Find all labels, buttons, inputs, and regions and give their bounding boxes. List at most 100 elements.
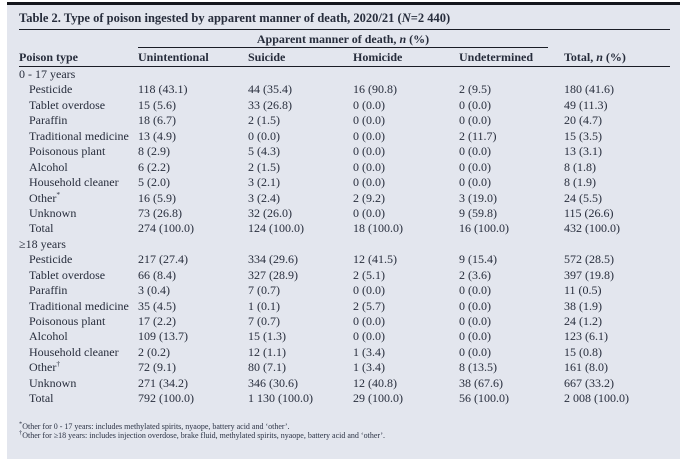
table-row: Traditional medicine 35 (4.5) 1 (0.1) 2 (5.… [19,299,670,314]
unintentional-cell: 8 (2.9) [138,144,170,159]
undetermined-cell: 0 (0.0) [459,144,491,159]
poison-type-cell: Traditional medicine [29,298,129,313]
unintentional-cell: 18 (6.7) [138,113,176,128]
suicide-cell: 2 (1.5) [248,159,280,174]
footnote-dagger-text: Other for ≥18 years: includes injection … [22,431,385,441]
homicide-cell: 1 (3.4) [353,344,385,359]
undetermined-cell: 9 (15.4) [459,252,497,267]
unintentional-cell: 271 (34.2) [138,375,188,390]
undetermined-cell: 16 (100.0) [459,221,509,236]
suicide-cell: 3 (2.1) [248,175,280,190]
homicide-cell: 1 (3.4) [353,360,385,375]
suicide-cell: 124 (100.0) [248,221,304,236]
poison-type-cell: Traditional medicine [29,128,129,143]
column-header-row: Poison type Unintentional Suicide Homici… [19,48,670,67]
total-cell: 123 (6.1) [564,329,608,344]
column-group-header-row: Apparent manner of death, n (%) [19,30,670,48]
undetermined-cell: 9 (59.8) [459,205,497,220]
footnote-asterisk-text: Other for 0 - 17 years: includes methyla… [22,421,290,431]
undetermined-cell: 0 (0.0) [459,314,491,328]
table-row: Traditional medicine 13 (4.9) 0 (0.0) 0 (0.… [19,129,670,144]
column-header-total-text: Total, [564,50,597,64]
total-cell: 24 (5.5) [564,190,602,205]
poison-type-cell: Pesticide [29,82,73,97]
poison-type-cell: Paraffin [29,283,68,298]
unintentional-cell: 72 (9.1) [138,360,176,375]
suicide-cell: 2 (1.5) [248,113,280,128]
column-header-poison-type: Poison type [19,50,79,64]
footnote-asterisk: *Other for 0 - 17 years: includes methyl… [19,419,670,432]
table-row: Poisonous plant 17 (2.2) 7 (0.7) 0 (0.0) 0 (… [19,314,670,329]
table-row: Paraffin 18 (6.7) 2 (1.5) 0 (0.0) 0 (0.0) 20 … [19,113,670,128]
unintentional-cell: 109 (13.7) [138,329,188,344]
total-cell: 49 (11.3) [564,97,608,112]
poison-type-cell: Tablet overdose [29,267,106,282]
total-cell: 180 (41.6) [564,82,614,97]
table-row: Other† 72 (9.1) 80 (7.1) 1 (3.4) 8 (13.5) 161… [19,360,670,375]
table-title-text: Table 2. Type of poison ingested by appa… [19,11,402,25]
homicide-cell: 0 (0.0) [353,314,385,328]
column-header-total-n-symbol: n [596,50,603,64]
homicide-cell: 0 (0.0) [353,205,385,220]
homicide-cell: 18 (100.0) [353,221,403,236]
total-cell: 115 (26.6) [564,205,614,220]
homicide-cell: 12 (40.8) [353,375,397,390]
suicide-cell: 15 (1.3) [248,329,286,344]
homicide-cell: 12 (41.5) [353,252,397,267]
homicide-cell: 0 (0.0) [353,97,385,112]
unintentional-cell: 16 (5.9) [138,190,176,205]
undetermined-cell: 56 (100.0) [459,391,509,406]
undetermined-cell: 0 (0.0) [459,344,491,359]
homicide-cell: 0 (0.0) [353,159,385,174]
undetermined-cell: 0 (0.0) [459,113,491,128]
total-cell: 8 (1.9) [564,175,596,190]
unintentional-cell: 15 (5.6) [138,97,176,112]
suicide-cell: 1 (0.1) [248,298,280,313]
suicide-cell: 44 (35.4) [248,82,292,97]
column-header-homicide: Homicide [353,50,403,64]
unintentional-cell: 5 (2.0) [138,175,170,190]
table-title: Table 2. Type of poison ingested by appa… [19,10,670,30]
poison-type-cell: Total [29,221,54,236]
table-row: Alcohol 109 (13.7) 15 (1.3) 0 (0.0) 0 (0.0) 1… [19,329,670,344]
poison-type-cell: Tablet overdose [29,97,106,112]
section-header: 0 - 17 years [19,67,76,81]
column-header-undetermined: Undetermined [459,50,533,64]
suicide-cell: 5 (4.3) [248,144,280,159]
poison-type-cell: Unknown [29,375,77,390]
undetermined-cell: 0 (0.0) [459,298,491,313]
column-header-suicide: Suicide [248,50,286,64]
table-row: Paraffin 3 (0.4) 7 (0.7) 0 (0.0) 0 (0.0) 11 (… [19,283,670,298]
undetermined-cell: 2 (3.6) [459,267,491,282]
table-row: Unknown 271 (34.2) 346 (30.6) 12 (40.8) 38 (… [19,376,670,391]
undetermined-cell: 0 (0.0) [459,283,491,298]
suicide-cell: 33 (26.8) [248,97,292,112]
column-header-total: Total, n (%) [564,49,670,65]
undetermined-cell: 2 (9.5) [459,82,491,97]
poison-type-cell: Household cleaner [29,344,119,359]
homicide-cell: 0 (0.0) [353,144,385,159]
table-row: Tablet overdose 15 (5.6) 33 (26.8) 0 (0.0) 0… [19,98,670,113]
footnote-asterisk-marker: * [19,419,23,427]
unintentional-cell: 217 (27.4) [138,252,188,267]
poison-type-cell: Other† [29,360,61,375]
homicide-cell: 2 (5.1) [353,267,385,282]
table-row: Total 274 (100.0) 124 (100.0) 18 (100.0) 16 … [19,221,670,236]
total-cell: 11 (0.5) [564,283,602,298]
column-header-total-suffix: (%) [602,50,626,64]
homicide-cell: 0 (0.0) [353,329,385,344]
homicide-cell: 0 (0.0) [353,113,385,128]
homicide-cell: 2 (9.2) [353,190,385,205]
table-row: Household cleaner 2 (0.2) 12 (1.1) 1 (3.4) 0… [19,345,670,360]
total-cell: 15 (0.8) [564,344,602,359]
homicide-cell: 0 (0.0) [353,283,385,298]
total-cell: 13 (3.1) [564,144,602,159]
table-row: Tablet overdose 66 (8.4) 327 (28.9) 2 (5.1)… [19,268,670,283]
table-row: Pesticide 118 (43.1) 44 (35.4) 16 (90.8) 2 (… [19,82,670,97]
column-group-header: Apparent manner of death, n (%) [138,30,548,48]
unintentional-cell: 792 (100.0) [138,391,194,406]
undetermined-cell: 0 (0.0) [459,175,491,190]
table-panel: Table 2. Type of poison ingested by appa… [7,2,680,459]
undetermined-cell: 0 (0.0) [459,97,491,112]
unintentional-cell: 13 (4.9) [138,128,176,143]
